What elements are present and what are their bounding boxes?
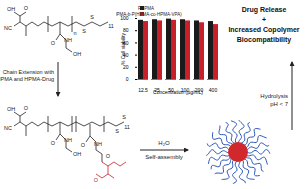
svg-text:S: S bbox=[90, 14, 94, 20]
svg-text:Chain Extension with: Chain Extension with bbox=[3, 69, 54, 75]
svg-text:Concentration (µg/mL): Concentration (µg/mL) bbox=[153, 89, 203, 95]
svg-text:O: O bbox=[51, 40, 56, 46]
svg-text:pH < 7: pH < 7 bbox=[270, 101, 289, 107]
svg-text:S: S bbox=[115, 128, 119, 134]
svg-text:11: 11 bbox=[124, 124, 130, 130]
svg-text:NH: NH bbox=[64, 137, 72, 143]
svg-text:PHPMA-b-P(HPMA-co-HPMA-VPA): PHPMA-b-P(HPMA-co-HPMA-VPA) bbox=[116, 12, 182, 17]
svg-text:% Cell viability: % Cell viability bbox=[120, 32, 126, 65]
svg-text:O: O bbox=[106, 153, 111, 159]
svg-text:Hydrolysis: Hydrolysis bbox=[260, 93, 288, 99]
svg-text:NH: NH bbox=[94, 141, 102, 147]
svg-text:O: O bbox=[81, 142, 86, 148]
svg-text:NH: NH bbox=[64, 37, 72, 43]
svg-text:400: 400 bbox=[209, 87, 218, 93]
svg-text:12.5: 12.5 bbox=[138, 87, 148, 93]
svg-text:NC: NC bbox=[4, 125, 12, 131]
svg-text:OH: OH bbox=[7, 106, 15, 112]
svg-text:PHPMA: PHPMA bbox=[138, 6, 154, 11]
svg-text:O: O bbox=[24, 5, 29, 11]
svg-text:S: S bbox=[82, 28, 86, 34]
svg-text:100: 100 bbox=[120, 15, 129, 22]
svg-text:OH: OH bbox=[73, 151, 81, 157]
svg-text:0: 0 bbox=[126, 76, 129, 82]
svg-text:HPMA and HPMA-Drug: HPMA and HPMA-Drug bbox=[0, 76, 54, 82]
svg-text:OH: OH bbox=[73, 51, 81, 57]
svg-text:NC: NC bbox=[4, 25, 12, 31]
svg-text:+: + bbox=[262, 16, 266, 23]
svg-text:11: 11 bbox=[108, 23, 114, 29]
svg-text:Self-assembly: Self-assembly bbox=[145, 154, 183, 160]
svg-text:O: O bbox=[51, 140, 56, 146]
svg-text:S: S bbox=[122, 114, 126, 120]
svg-text:O: O bbox=[94, 177, 99, 183]
svg-text:20: 20 bbox=[122, 63, 129, 70]
svg-text:Increased Copolymer: Increased Copolymer bbox=[228, 26, 299, 34]
svg-text:H₂O: H₂O bbox=[158, 140, 170, 146]
svg-text:80: 80 bbox=[123, 27, 129, 33]
svg-text:n: n bbox=[73, 30, 76, 36]
svg-text:Biocompatibility: Biocompatibility bbox=[237, 36, 292, 44]
svg-text:OH: OH bbox=[7, 6, 15, 12]
svg-text:Drug Release: Drug Release bbox=[242, 6, 287, 14]
svg-text:O: O bbox=[24, 105, 29, 111]
